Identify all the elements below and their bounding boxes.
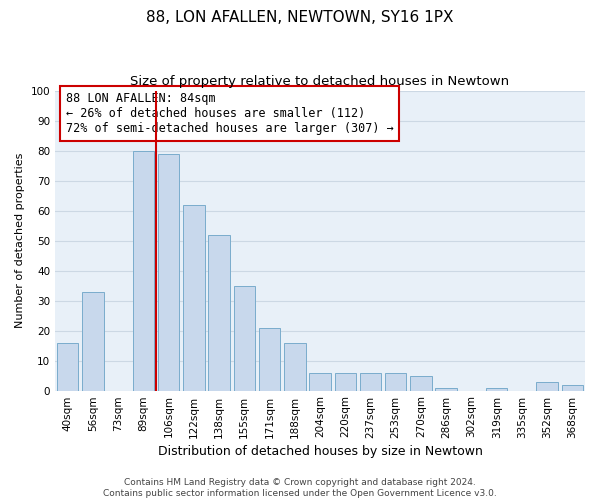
Bar (562, 384, 583, 390)
Bar (486, 388, 508, 390)
Y-axis label: Number of detached properties: Number of detached properties (15, 153, 25, 328)
Bar (335, 372, 356, 390)
Bar (259, 328, 280, 390)
Text: 88, LON AFALLEN, NEWTOWN, SY16 1PX: 88, LON AFALLEN, NEWTOWN, SY16 1PX (146, 10, 454, 25)
Bar (158, 154, 179, 390)
Bar (410, 376, 431, 390)
Bar (208, 234, 230, 390)
Bar (360, 372, 381, 390)
Bar (436, 388, 457, 390)
Bar (233, 286, 255, 391)
Title: Size of property relative to detached houses in Newtown: Size of property relative to detached ho… (130, 75, 509, 88)
X-axis label: Distribution of detached houses by size in Newtown: Distribution of detached houses by size … (158, 444, 482, 458)
Bar (82, 292, 104, 390)
Bar (57, 342, 79, 390)
Bar (284, 342, 305, 390)
Text: Contains HM Land Registry data © Crown copyright and database right 2024.
Contai: Contains HM Land Registry data © Crown c… (103, 478, 497, 498)
Text: 88 LON AFALLEN: 84sqm
← 26% of detached houses are smaller (112)
72% of semi-det: 88 LON AFALLEN: 84sqm ← 26% of detached … (65, 92, 394, 135)
Bar (385, 372, 406, 390)
Bar (133, 150, 154, 390)
Bar (183, 204, 205, 390)
Bar (309, 372, 331, 390)
Bar (536, 382, 558, 390)
